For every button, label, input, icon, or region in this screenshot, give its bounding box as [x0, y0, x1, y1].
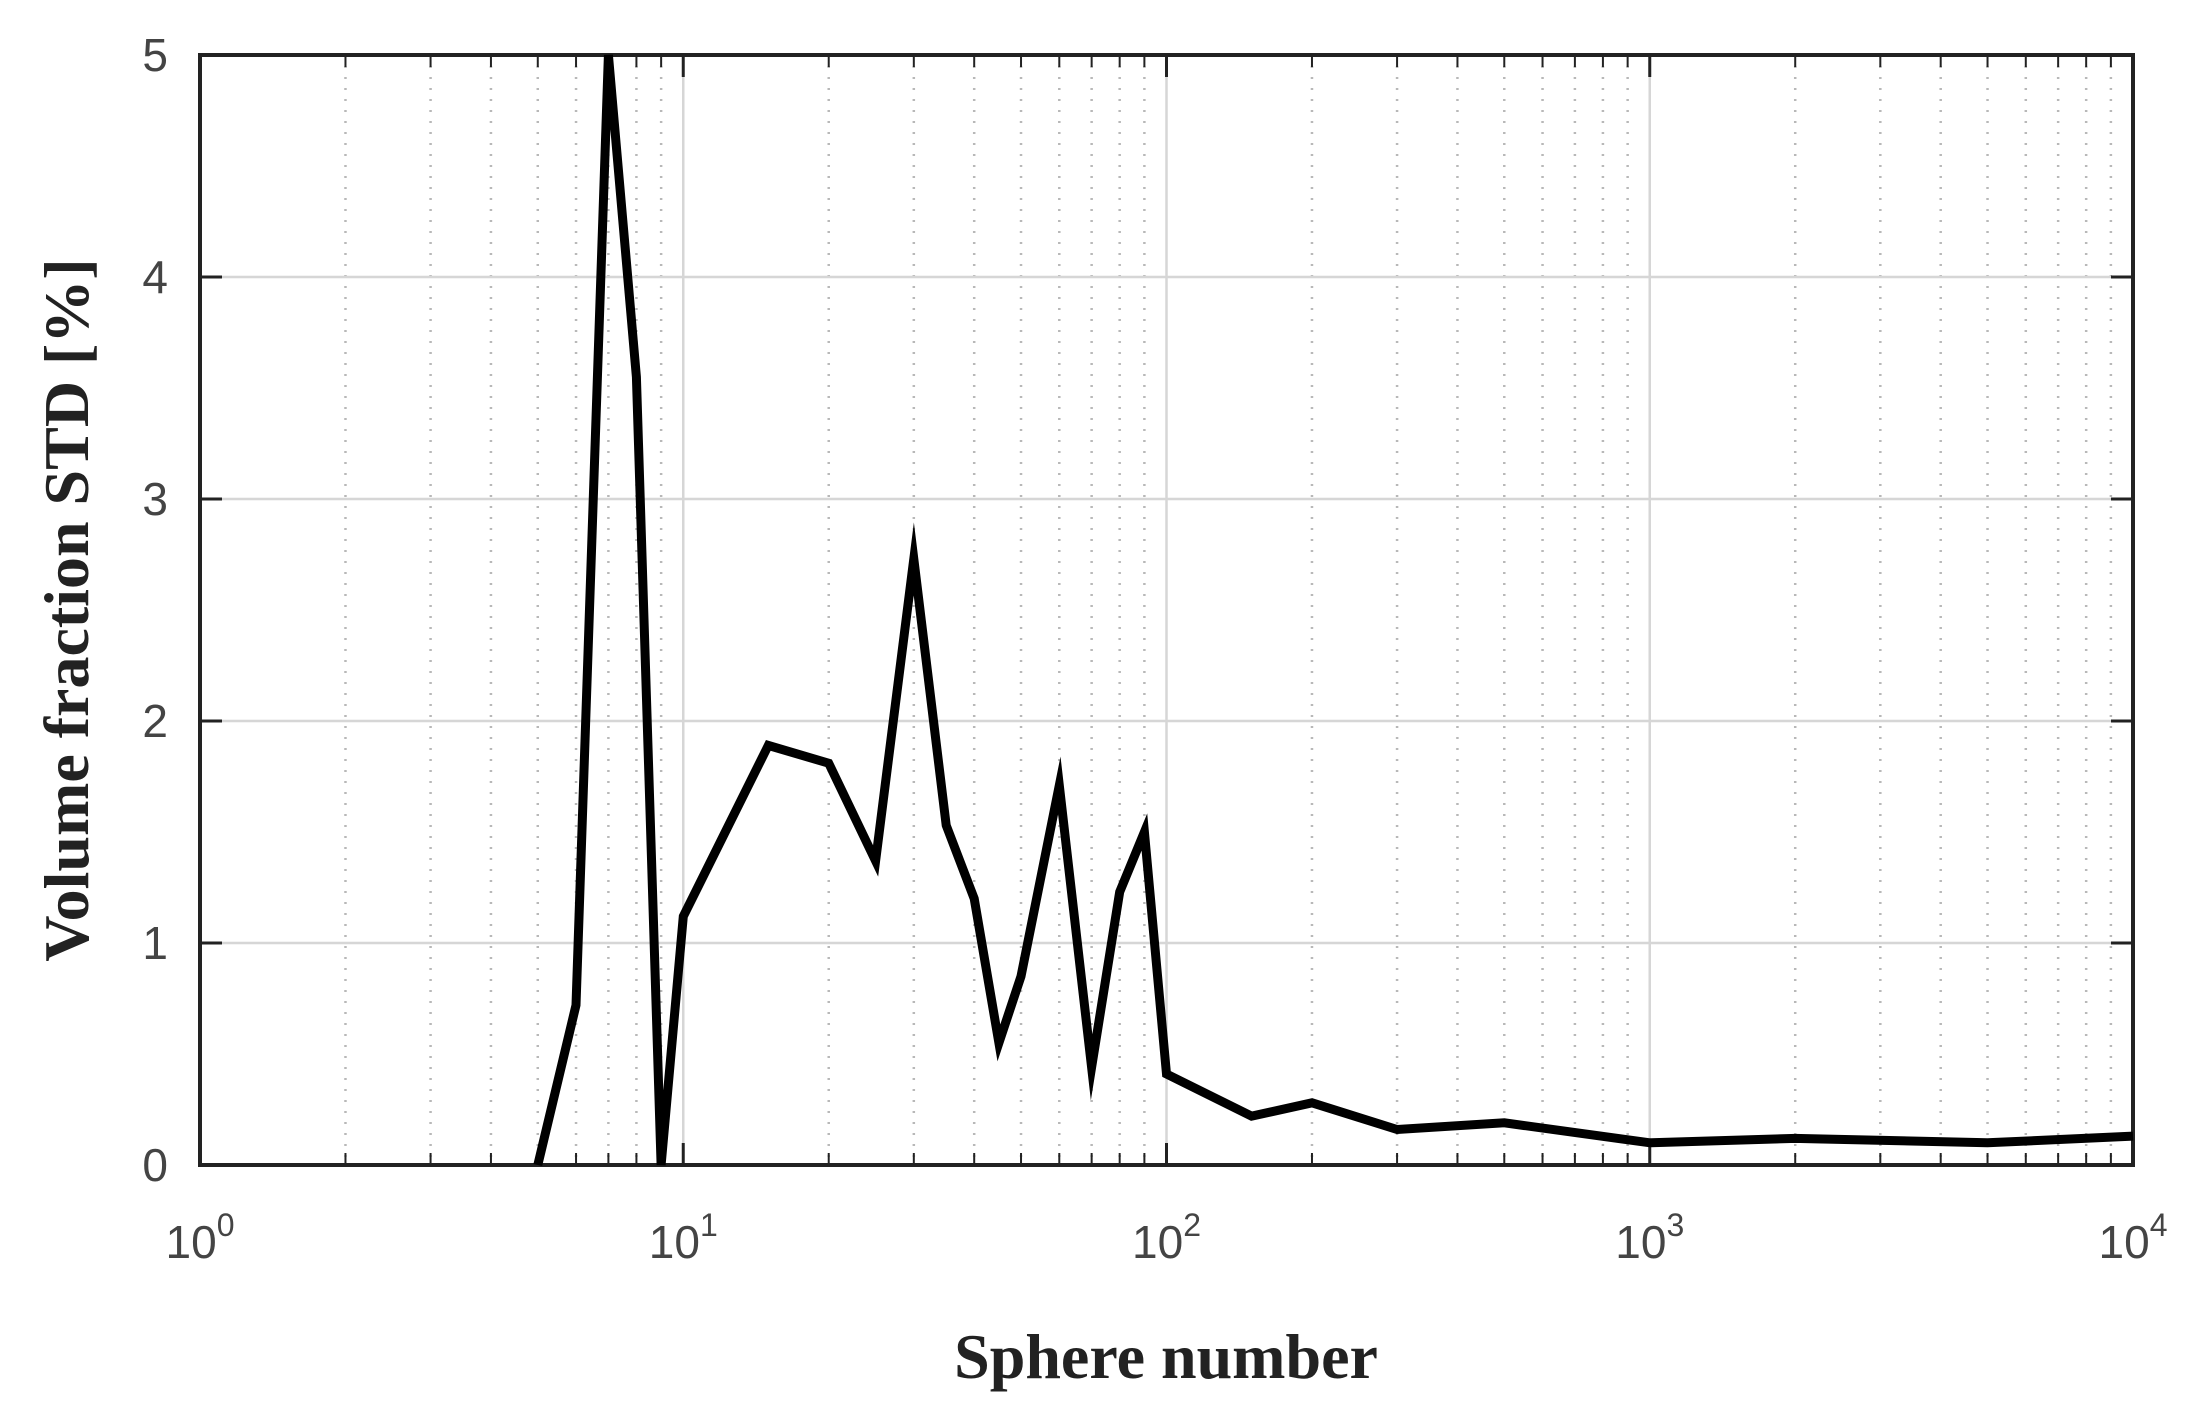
y-tick-label: 1 — [142, 917, 168, 969]
x-tick-label: 102 — [1132, 1207, 1201, 1268]
y-tick-label: 4 — [142, 251, 168, 303]
series-group — [533, 54, 2134, 1167]
x-tick-label: 104 — [2099, 1207, 2168, 1268]
y-tick-label: 2 — [142, 695, 168, 747]
series-line — [533, 54, 2134, 1167]
x-tick-label: 100 — [166, 1207, 235, 1268]
y-tick-label: 5 — [142, 29, 168, 81]
y-tick-label: 0 — [142, 1139, 168, 1191]
x-tick-label: 103 — [1615, 1207, 1684, 1268]
x-tick-label: 101 — [649, 1207, 718, 1268]
y-axis-title: Volume fraction STD [%] — [31, 258, 102, 961]
tick-labels: 100 101 102 103 104 0 1 2 3 4 5 — [142, 29, 2167, 1268]
x-axis-title: Sphere number — [954, 1321, 1378, 1392]
y-tick-label: 3 — [142, 473, 168, 525]
